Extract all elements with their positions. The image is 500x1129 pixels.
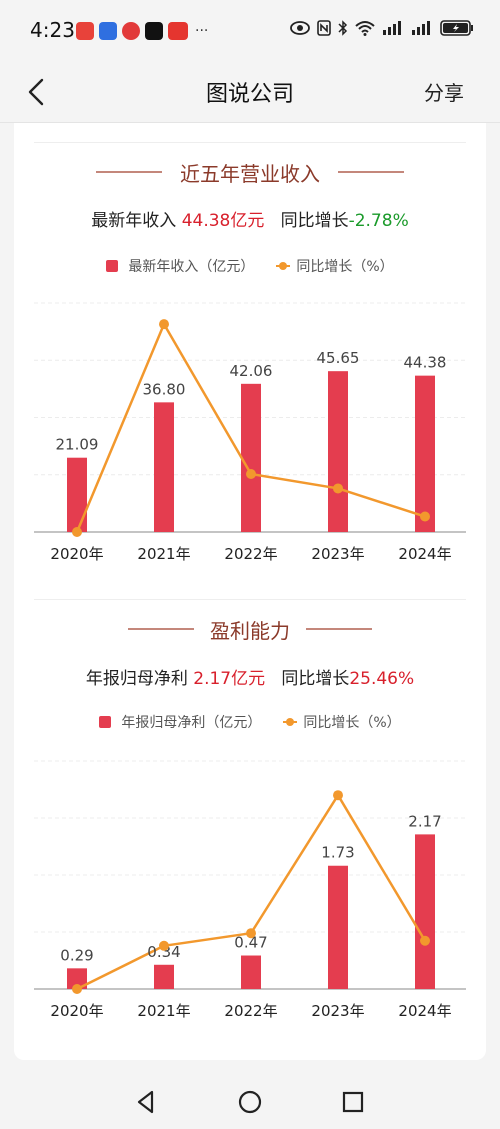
bar <box>415 834 435 989</box>
back-triangle-icon[interactable] <box>131 1087 161 1117</box>
bar <box>154 964 174 989</box>
bar <box>415 375 435 532</box>
more-notifications-icon: ··· <box>195 23 209 39</box>
bar-value-label: 45.65 <box>317 349 360 367</box>
bar <box>241 383 261 532</box>
legend-bar-marker <box>99 716 112 728</box>
system-icons <box>290 20 474 36</box>
growth-point[interactable] <box>72 527 82 537</box>
x-tick-label: 2024年 <box>398 1002 451 1020</box>
legend-bar-label: 最新年收入（亿元） <box>128 259 255 275</box>
eye-icon <box>290 21 310 35</box>
revenue-summary: 最新年收入 44.38亿元 同比增长-2.78% <box>14 206 486 231</box>
growth-label: 同比增长 <box>281 669 350 689</box>
notification-icons: ··· <box>76 22 208 40</box>
growth-value: 25.46% <box>349 669 415 689</box>
wifi-icon <box>355 21 375 36</box>
growth-point[interactable] <box>246 469 256 480</box>
share-button[interactable]: 分享 <box>424 81 464 105</box>
recent-apps-icon[interactable] <box>338 1087 368 1117</box>
bar <box>328 371 348 532</box>
video-app-icon <box>99 22 117 40</box>
bar-value-label: 2.17 <box>408 812 441 830</box>
signal-icon <box>412 21 430 35</box>
profit-summary: 年报归母净利 2.17亿元 同比增长25.46% <box>14 664 486 689</box>
x-tick-label: 2023年 <box>311 545 364 563</box>
legend-line-label: 同比增长（%） <box>296 259 394 275</box>
x-tick-label: 2021年 <box>137 545 190 563</box>
content-card: 近五年营业收入 最新年收入 44.38亿元 同比增长-2.78% 最新年收入（亿… <box>14 123 486 1060</box>
bluetooth-icon <box>338 20 348 36</box>
x-tick-label: 2020年 <box>50 1002 103 1020</box>
status-time: 4:23 <box>30 18 75 42</box>
legend-line-marker <box>283 717 298 727</box>
legend-bar-marker <box>106 260 119 272</box>
bar-value-label: 21.09 <box>56 436 99 454</box>
battery-icon <box>440 20 473 36</box>
summary-value: 44.38亿元 <box>181 211 265 231</box>
title-decoration-right <box>338 171 404 173</box>
growth-point[interactable] <box>333 483 343 494</box>
bar <box>154 402 174 532</box>
profit-chart: 0.29 0.34 0.47 1.73 2.17 2020年 2021年 2022年 2023年… <box>34 760 466 1020</box>
status-bar: 4:23 ··· <box>0 0 500 62</box>
bar-value-label: 44.38 <box>404 354 447 372</box>
bar-value-label: 0.47 <box>234 934 267 952</box>
nfc-icon <box>317 20 331 36</box>
home-circle-icon[interactable] <box>235 1087 265 1117</box>
x-tick-label: 2023年 <box>311 1002 364 1020</box>
x-tick-label: 2024年 <box>398 545 451 563</box>
bar <box>67 968 87 989</box>
chart-legend: 最新年收入（亿元） 同比增长（%） <box>14 256 486 276</box>
bar-value-label: 0.29 <box>60 946 93 964</box>
legend-bar-label: 年报归母净利（亿元） <box>121 715 262 731</box>
bar <box>67 457 87 532</box>
music-app-icon <box>122 22 140 40</box>
growth-value: -2.78% <box>348 211 409 231</box>
x-tick-label: 2020年 <box>50 545 103 563</box>
growth-point[interactable] <box>159 319 169 330</box>
top-navigation-bar: 图说公司 分享 <box>0 62 500 123</box>
legend-line-marker <box>276 261 291 271</box>
title-decoration-left <box>96 171 162 173</box>
bar-value-label: 1.73 <box>321 844 354 862</box>
growth-label: 同比增长 <box>280 211 349 231</box>
system-navigation-bar <box>0 1075 500 1129</box>
growth-point[interactable] <box>420 935 430 946</box>
news-app-icon <box>168 22 188 40</box>
divider <box>34 599 466 600</box>
bar-value-label: 0.34 <box>147 943 180 961</box>
section-title: 近五年营业收入 <box>180 162 320 186</box>
legend-line-label: 同比增长（%） <box>303 715 401 731</box>
revenue-chart: 21.09 36.80 42.06 45.65 44.38 2020年 2021年 2022年… <box>34 302 466 563</box>
growth-point[interactable] <box>72 984 82 994</box>
summary-label: 年报归母净利 <box>85 669 188 689</box>
bar <box>328 865 348 989</box>
tiktok-icon <box>145 22 163 40</box>
bar <box>241 955 261 989</box>
bar-value-label: 36.80 <box>143 380 186 398</box>
back-icon[interactable] <box>20 74 56 110</box>
signal-icon <box>383 21 401 35</box>
title-decoration-right <box>306 628 372 630</box>
summary-value: 2.17亿元 <box>193 669 266 689</box>
growth-point[interactable] <box>246 928 256 939</box>
growth-point[interactable] <box>159 940 169 951</box>
summary-label: 最新年收入 <box>91 211 177 231</box>
divider <box>34 142 466 143</box>
bar-value-label: 42.06 <box>230 362 273 380</box>
growth-point[interactable] <box>420 511 430 522</box>
notification-app-icon <box>76 22 94 40</box>
section-title: 盈利能力 <box>210 619 290 643</box>
title-decoration-left <box>128 628 194 630</box>
x-tick-label: 2021年 <box>137 1002 190 1020</box>
chart-legend: 年报归母净利（亿元） 同比增长（%） <box>14 712 486 732</box>
growth-point[interactable] <box>333 790 343 801</box>
x-tick-label: 2022年 <box>224 1002 277 1020</box>
x-tick-label: 2022年 <box>224 545 277 563</box>
